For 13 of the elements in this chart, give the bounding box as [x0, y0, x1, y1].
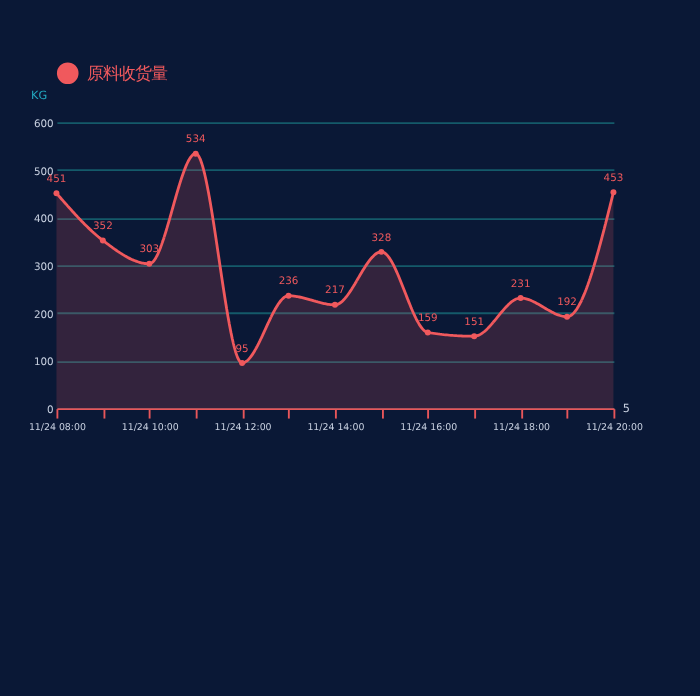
point	[424, 329, 431, 336]
point	[53, 190, 60, 197]
point	[285, 292, 292, 299]
point	[378, 248, 385, 255]
point	[146, 260, 153, 267]
legend-label: 原料收货量	[86, 62, 167, 83]
point	[192, 150, 199, 157]
point	[610, 189, 617, 196]
point	[99, 237, 106, 244]
point	[471, 333, 478, 340]
point	[564, 313, 570, 320]
point	[331, 301, 338, 308]
point	[517, 295, 524, 302]
